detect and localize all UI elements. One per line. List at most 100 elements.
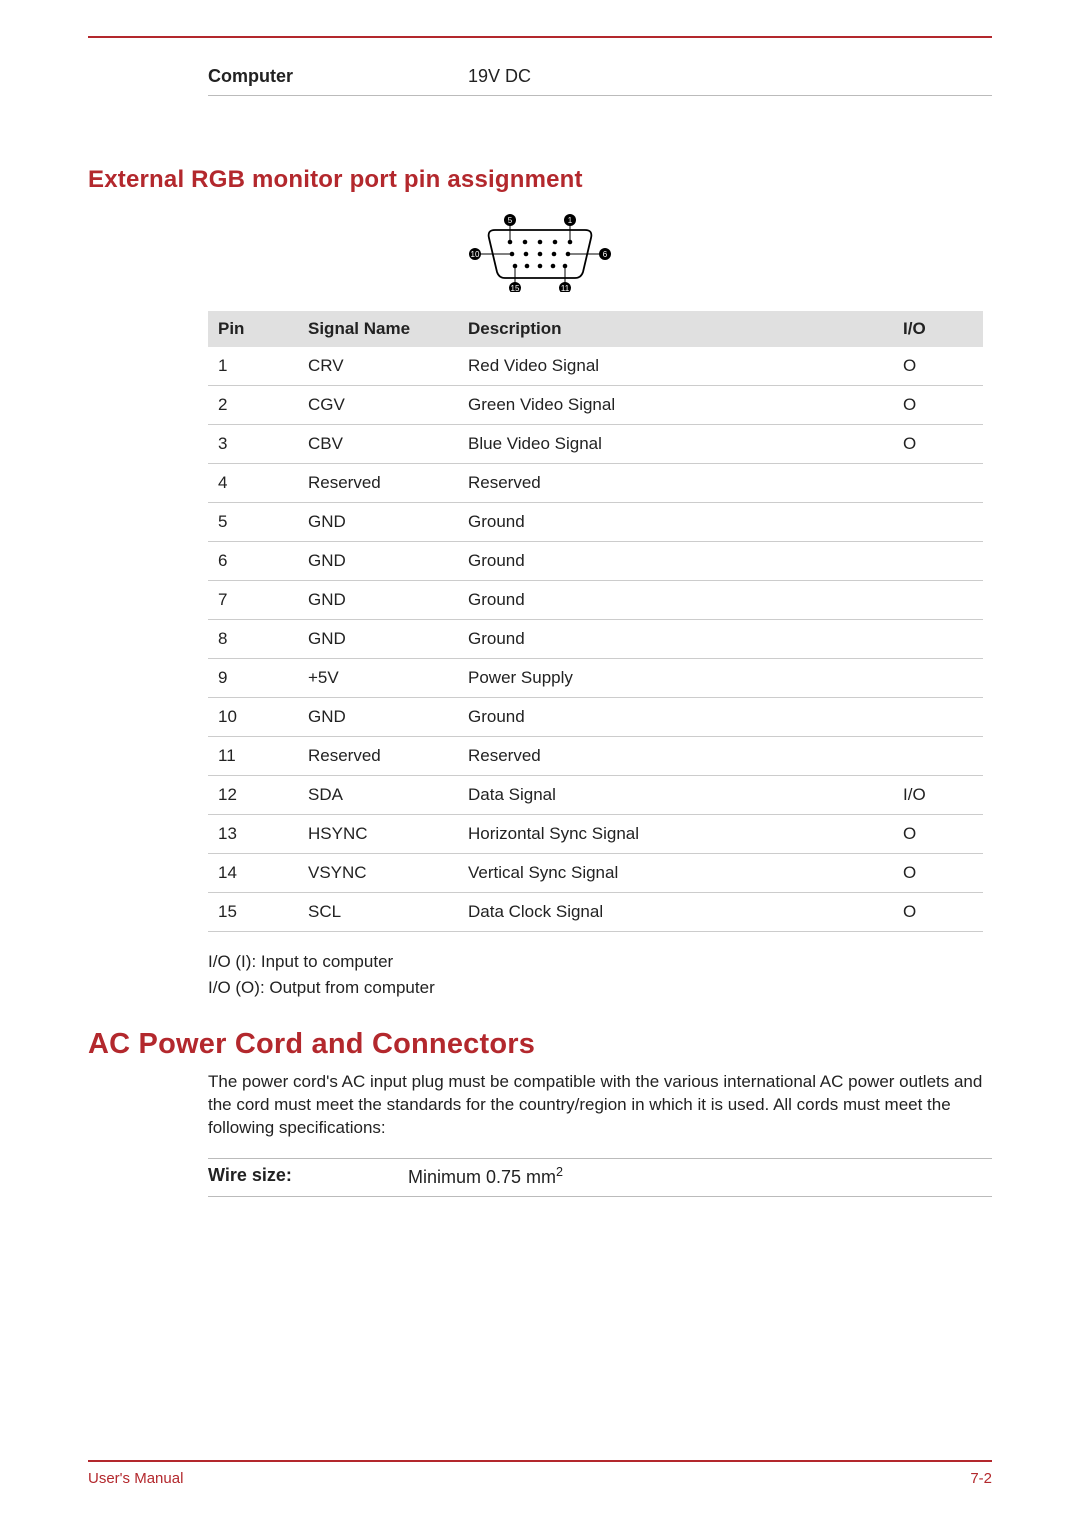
- table-cell: [893, 581, 983, 620]
- table-cell: SCL: [298, 893, 458, 932]
- svg-text:5: 5: [508, 216, 513, 225]
- table-row: 4ReservedReserved: [208, 464, 983, 503]
- table-row: 7GNDGround: [208, 581, 983, 620]
- table-cell: [893, 542, 983, 581]
- table-cell: Data Clock Signal: [458, 893, 893, 932]
- table-cell: 5: [208, 503, 298, 542]
- table-cell: Ground: [458, 542, 893, 581]
- table-cell: GND: [298, 542, 458, 581]
- table-cell: Vertical Sync Signal: [458, 854, 893, 893]
- table-cell: 11: [208, 737, 298, 776]
- table-row: 5GNDGround: [208, 503, 983, 542]
- table-cell: CBV: [298, 425, 458, 464]
- table-cell: 9: [208, 659, 298, 698]
- table-cell: 3: [208, 425, 298, 464]
- table-row: 15SCLData Clock SignalO: [208, 893, 983, 932]
- table-row: 11ReservedReserved: [208, 737, 983, 776]
- page-footer: User's Manual 7-2: [88, 1460, 992, 1487]
- table-row: 10GNDGround: [208, 698, 983, 737]
- table-cell: Ground: [458, 581, 893, 620]
- table-cell: O: [893, 386, 983, 425]
- wire-size-value: Minimum 0.75 mm2: [408, 1165, 992, 1188]
- io-notes: I/O (I): Input to computer I/O (O): Outp…: [208, 952, 992, 998]
- svg-text:10: 10: [471, 250, 480, 259]
- table-cell: 2: [208, 386, 298, 425]
- footer-left: User's Manual: [88, 1470, 183, 1487]
- table-cell: Ground: [458, 620, 893, 659]
- table-row: 6GNDGround: [208, 542, 983, 581]
- th-signal: Signal Name: [298, 311, 458, 347]
- table-cell: CRV: [298, 347, 458, 386]
- computer-spec-row: Computer 19V DC: [208, 60, 992, 96]
- rgb-section-title: External RGB monitor port pin assignment: [88, 166, 992, 194]
- table-cell: Ground: [458, 503, 893, 542]
- wire-size-label: Wire size:: [208, 1165, 408, 1188]
- wire-size-row: Wire size: Minimum 0.75 mm2: [208, 1158, 992, 1197]
- th-pin: Pin: [208, 311, 298, 347]
- svg-text:15: 15: [511, 284, 520, 292]
- table-cell: Power Supply: [458, 659, 893, 698]
- note-input: I/O (I): Input to computer: [208, 952, 992, 972]
- table-cell: Data Signal: [458, 776, 893, 815]
- table-cell: 14: [208, 854, 298, 893]
- table-cell: Red Video Signal: [458, 347, 893, 386]
- table-row: 3CBVBlue Video SignalO: [208, 425, 983, 464]
- table-cell: 15: [208, 893, 298, 932]
- table-cell: O: [893, 854, 983, 893]
- table-cell: Reserved: [458, 464, 893, 503]
- th-description: Description: [458, 311, 893, 347]
- table-row: 14VSYNCVertical Sync SignalO: [208, 854, 983, 893]
- table-cell: 7: [208, 581, 298, 620]
- table-cell: 8: [208, 620, 298, 659]
- pin-assignment-table: Pin Signal Name Description I/O 1CRVRed …: [208, 311, 983, 932]
- table-cell: [893, 737, 983, 776]
- table-cell: Reserved: [298, 737, 458, 776]
- table-cell: [893, 698, 983, 737]
- table-cell: [893, 503, 983, 542]
- th-io: I/O: [893, 311, 983, 347]
- table-cell: GND: [298, 620, 458, 659]
- table-cell: 12: [208, 776, 298, 815]
- table-row: 9+5VPower Supply: [208, 659, 983, 698]
- table-cell: O: [893, 425, 983, 464]
- table-cell: HSYNC: [298, 815, 458, 854]
- table-cell: 1: [208, 347, 298, 386]
- table-row: 1CRVRed Video SignalO: [208, 347, 983, 386]
- note-output: I/O (O): Output from computer: [208, 978, 992, 998]
- svg-text:11: 11: [561, 284, 570, 292]
- table-cell: [893, 659, 983, 698]
- top-rule: [88, 36, 992, 38]
- table-cell: VSYNC: [298, 854, 458, 893]
- table-cell: +5V: [298, 659, 458, 698]
- table-header-row: Pin Signal Name Description I/O: [208, 311, 983, 347]
- table-cell: Reserved: [458, 737, 893, 776]
- table-cell: 6: [208, 542, 298, 581]
- vga-connector-diagram: 1 5 6 10 11 15: [88, 212, 992, 297]
- table-cell: GND: [298, 503, 458, 542]
- table-cell: Ground: [458, 698, 893, 737]
- table-cell: Blue Video Signal: [458, 425, 893, 464]
- table-cell: CGV: [298, 386, 458, 425]
- svg-text:6: 6: [603, 250, 608, 259]
- table-cell: Reserved: [298, 464, 458, 503]
- table-cell: SDA: [298, 776, 458, 815]
- table-cell: I/O: [893, 776, 983, 815]
- table-cell: [893, 464, 983, 503]
- svg-text:1: 1: [568, 216, 573, 225]
- table-cell: [893, 620, 983, 659]
- table-row: 2CGVGreen Video SignalO: [208, 386, 983, 425]
- table-cell: O: [893, 893, 983, 932]
- table-cell: GND: [298, 698, 458, 737]
- ac-section-paragraph: The power cord's AC input plug must be c…: [208, 1071, 992, 1140]
- table-cell: Green Video Signal: [458, 386, 893, 425]
- table-row: 12SDAData SignalI/O: [208, 776, 983, 815]
- table-cell: 4: [208, 464, 298, 503]
- footer-right: 7-2: [970, 1470, 992, 1487]
- table-cell: O: [893, 815, 983, 854]
- computer-spec-label: Computer: [208, 66, 468, 87]
- table-cell: GND: [298, 581, 458, 620]
- ac-section-title: AC Power Cord and Connectors: [88, 1028, 992, 1061]
- table-cell: Horizontal Sync Signal: [458, 815, 893, 854]
- table-cell: O: [893, 347, 983, 386]
- table-row: 13HSYNCHorizontal Sync SignalO: [208, 815, 983, 854]
